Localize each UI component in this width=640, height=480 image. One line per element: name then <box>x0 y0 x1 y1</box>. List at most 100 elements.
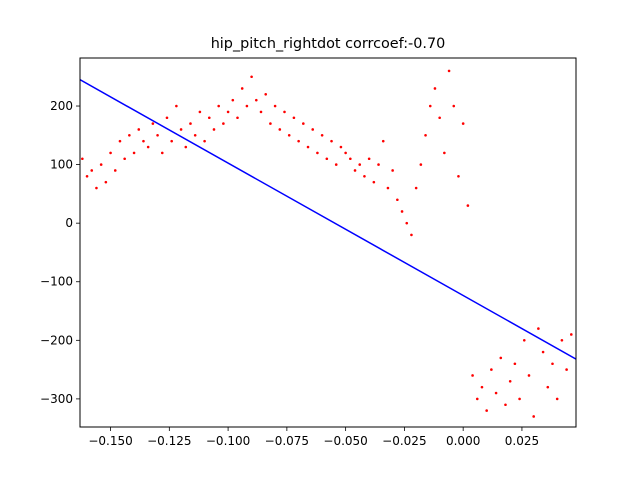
data-point <box>391 169 394 172</box>
y-tick-label: −300 <box>40 392 73 406</box>
data-point <box>104 180 108 184</box>
data-point <box>95 186 98 190</box>
data-point <box>551 362 554 366</box>
data-point <box>292 116 296 120</box>
data-point <box>212 128 216 131</box>
data-point <box>273 104 277 108</box>
data-point <box>546 385 550 389</box>
data-point <box>400 210 404 213</box>
data-point <box>443 151 446 155</box>
data-point <box>250 75 253 79</box>
data-point <box>527 374 531 377</box>
data-point <box>367 157 371 161</box>
data-point <box>325 157 329 161</box>
x-tick-label: −0.100 <box>206 434 250 448</box>
data-point <box>156 134 159 137</box>
data-point <box>193 134 197 137</box>
data-point <box>405 221 409 225</box>
x-tick-label: −0.050 <box>323 434 367 448</box>
x-tick-label: −0.125 <box>147 434 191 448</box>
data-point <box>179 128 183 131</box>
y-axis: 200 100 0 −100 −200 −300 <box>40 99 80 406</box>
y-tick-label: 100 <box>50 158 73 172</box>
data-point <box>447 69 451 73</box>
data-point <box>245 104 249 108</box>
y-tick-label: 200 <box>50 99 73 113</box>
data-point <box>81 157 84 161</box>
data-point <box>377 163 380 166</box>
data-point <box>372 180 376 184</box>
data-point <box>302 122 305 125</box>
data-point <box>99 163 103 166</box>
data-point <box>480 385 484 389</box>
data-point <box>170 139 173 143</box>
x-tick-label: 0.025 <box>505 434 539 448</box>
data-point <box>240 87 244 90</box>
data-point <box>508 380 512 383</box>
data-point <box>165 116 169 120</box>
data-point <box>132 151 136 155</box>
data-point <box>254 98 258 102</box>
data-point <box>419 163 423 166</box>
data-point <box>471 374 474 377</box>
data-point <box>316 151 319 155</box>
data-point <box>513 362 517 366</box>
data-point <box>203 139 206 143</box>
data-point <box>231 98 235 102</box>
data-point <box>457 175 460 178</box>
data-point <box>344 151 347 155</box>
data-point <box>142 139 145 143</box>
x-tick-label: −0.075 <box>265 434 309 448</box>
data-point <box>283 110 286 114</box>
plot-data <box>80 69 576 418</box>
data-point <box>90 169 94 172</box>
data-point <box>433 87 437 90</box>
data-point <box>475 397 479 401</box>
data-point <box>278 128 282 131</box>
data-point <box>330 139 333 143</box>
x-tick-label: −0.150 <box>88 434 132 448</box>
data-point <box>363 175 366 178</box>
data-point <box>113 169 117 172</box>
x-tick-label: −0.025 <box>382 434 426 448</box>
regression-line <box>80 79 576 360</box>
data-point <box>226 110 230 114</box>
data-point <box>381 139 385 143</box>
data-point <box>537 327 540 330</box>
data-point <box>490 368 493 371</box>
data-point <box>518 397 521 401</box>
chart-title: hip_pitch_rightdot corrcoef:-0.70 <box>211 36 446 52</box>
data-point <box>428 104 432 108</box>
data-point <box>160 151 164 155</box>
data-point <box>236 116 239 120</box>
data-point <box>269 122 272 125</box>
data-point <box>175 104 178 108</box>
data-point <box>532 415 535 418</box>
data-point <box>424 134 427 137</box>
data-point <box>353 169 357 172</box>
data-point <box>189 122 192 125</box>
data-point <box>349 157 352 161</box>
data-point <box>358 163 362 166</box>
data-point <box>118 139 122 143</box>
y-tick-label: −200 <box>40 333 73 347</box>
data-point <box>109 151 112 155</box>
data-point <box>522 339 526 342</box>
data-point <box>555 397 559 401</box>
data-point <box>452 104 456 108</box>
data-point <box>541 350 545 354</box>
data-point <box>151 122 155 125</box>
data-point <box>414 186 418 190</box>
data-point <box>259 110 263 114</box>
data-point <box>198 110 202 114</box>
data-point <box>207 116 211 120</box>
data-point <box>128 134 131 137</box>
plot-frame <box>79 57 577 428</box>
data-point <box>306 145 310 149</box>
data-point <box>311 128 315 131</box>
data-point <box>396 198 399 202</box>
data-point <box>494 391 498 395</box>
x-axis: −0.150 −0.125 −0.100 −0.075 −0.050 −0.025 0.00… <box>88 427 539 448</box>
